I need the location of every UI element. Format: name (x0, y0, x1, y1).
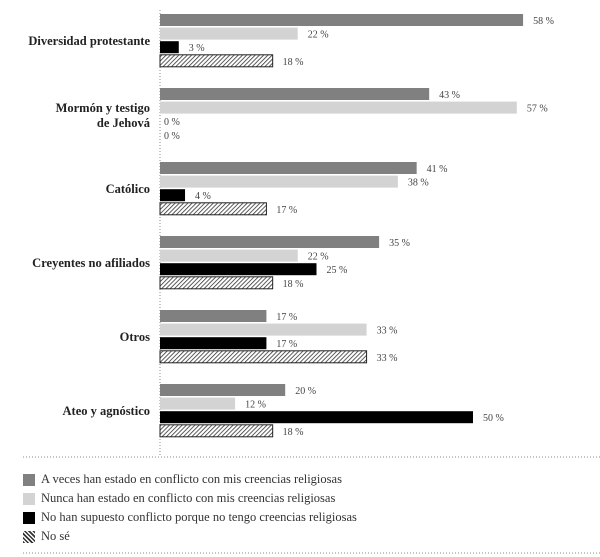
data-label: 33 % (377, 326, 398, 337)
data-label: 3 % (189, 43, 205, 54)
data-label: 25 % (327, 265, 348, 276)
data-label: 33 % (377, 353, 398, 364)
legend-item: No han supuesto conflicto porque no teng… (23, 508, 357, 527)
data-label: 18 % (283, 279, 304, 290)
data-label: 0 % (164, 117, 180, 128)
category-label: Católico (106, 182, 150, 196)
bar (160, 249, 298, 262)
legend-label: No han supuesto conflicto porque no teng… (41, 510, 357, 524)
legend-item: No sé (23, 527, 357, 546)
data-label: 0 % (164, 131, 180, 142)
data-label: 12 % (245, 400, 266, 411)
legend-swatch (23, 492, 35, 505)
bar (160, 162, 417, 174)
category-label: Diversidad protestante (28, 34, 150, 48)
bar (160, 14, 524, 26)
category-label: Ateo y agnóstico (63, 404, 151, 418)
data-label: 38 % (408, 178, 429, 189)
legend-label: A veces han estado en conflicto con mis … (41, 472, 342, 486)
bar (160, 189, 186, 202)
legend-swatch (23, 511, 35, 524)
data-label: 17 % (276, 339, 297, 350)
bar (160, 323, 367, 336)
data-label: 35 % (389, 238, 410, 249)
category-label: Creyentes no afiliados (32, 256, 150, 270)
bar (159, 276, 274, 290)
data-label: 18 % (283, 57, 304, 68)
data-label: 58 % (533, 16, 554, 27)
bar (160, 397, 236, 410)
bar (160, 41, 179, 54)
data-label: 17 % (276, 205, 297, 216)
data-label: 22 % (308, 30, 329, 41)
legend-item: A veces han estado en conflicto con mis … (23, 470, 357, 489)
bar (160, 27, 298, 40)
bar (159, 424, 274, 438)
legend-swatch (23, 530, 35, 543)
data-label: 43 % (439, 90, 460, 101)
data-label: 57 % (527, 104, 548, 115)
bar (160, 101, 517, 114)
bar (160, 175, 398, 188)
legend: A veces han estado en conflicto con mis … (23, 470, 357, 546)
legend-item: Nunca han estado en conflicto con mis cr… (23, 489, 357, 508)
bar (160, 310, 267, 322)
category-label: Otros (120, 330, 150, 344)
data-label: 41 % (427, 164, 448, 175)
legend-swatch (23, 473, 35, 486)
data-label: 18 % (283, 427, 304, 438)
legend-label: Nunca han estado en conflicto con mis cr… (41, 491, 336, 505)
bar (160, 337, 267, 350)
data-label: 20 % (295, 386, 316, 397)
data-label: 4 % (195, 191, 211, 202)
bar (160, 411, 473, 424)
bar (160, 384, 286, 396)
bar (160, 263, 317, 276)
bar (160, 236, 380, 248)
bar (159, 350, 368, 364)
bar (159, 54, 274, 68)
data-label: 17 % (276, 312, 297, 323)
data-label: 22 % (308, 252, 329, 263)
legend-label: No sé (41, 529, 70, 543)
category-label: Mormón y testigo de Jehová (56, 101, 151, 130)
data-label: 50 % (483, 413, 504, 424)
bar (160, 88, 430, 100)
bar (159, 202, 267, 216)
